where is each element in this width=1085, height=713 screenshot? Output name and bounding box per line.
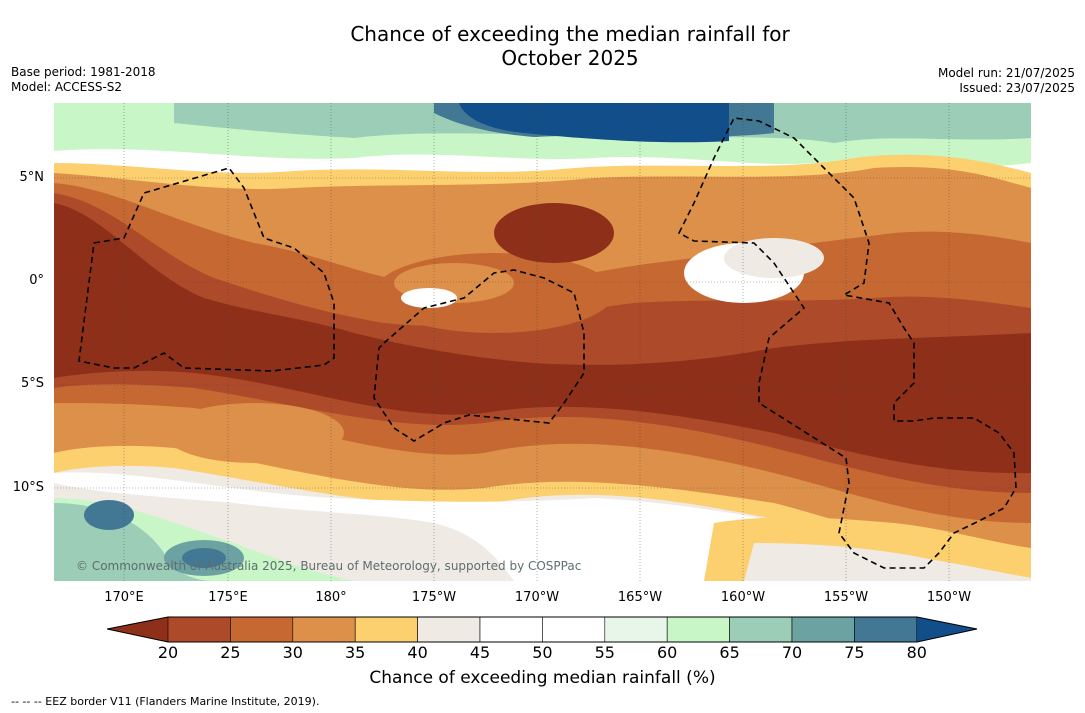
colorbar	[107, 616, 978, 643]
chart-title: Chance of exceeding the median rainfall …	[0, 22, 1085, 70]
lon-label-165w: 165°W	[617, 590, 663, 605]
colorbar-tick-label: 65	[719, 643, 740, 662]
colorbar-tick-label: 50	[532, 643, 553, 662]
colorbar-tick-label: 35	[345, 643, 366, 662]
colorbar-segment	[729, 616, 793, 643]
colorbar-outline	[107, 616, 978, 643]
issued-date: Issued: 23/07/2025	[959, 81, 1075, 95]
colorbar-tick-label: 55	[594, 643, 615, 662]
lon-label-170e: 170°E	[104, 590, 144, 605]
colorbar-over-arrow	[917, 617, 977, 642]
north-dark-core	[494, 203, 614, 263]
colorbar-tick-label: 40	[407, 643, 428, 662]
colorbar-segment	[230, 616, 294, 643]
colorbar-segment	[542, 616, 606, 643]
model-run: Model run: 21/07/2025	[937, 66, 1075, 80]
southeast-neutral	[744, 543, 1031, 581]
darkest-brown-band	[54, 203, 1031, 474]
colorbar-segment	[791, 616, 855, 643]
colorbar-segments	[167, 616, 918, 643]
colorbar-tick-label: 70	[781, 643, 803, 662]
eez-footnote: -- -- -- EEZ border V11 (Flanders Marine…	[11, 695, 320, 708]
east-neutral-patch	[724, 238, 824, 278]
colorbar-tick-label: 75	[844, 643, 865, 662]
colorbar-tick-label: 45	[469, 643, 491, 662]
meta-right: Model run: 21/07/2025 Issued: 23/07/2025	[938, 66, 1075, 96]
colorbar-title: Chance of exceeding median rainfall (%)	[369, 668, 716, 688]
colorbar-tick-label: 20	[157, 643, 179, 662]
colorbar-segment	[604, 616, 668, 643]
lon-label-155w: 155°W	[823, 590, 869, 605]
chart-title-line2: October 2025	[501, 46, 639, 70]
colorbar-segment	[417, 616, 481, 643]
colorbar-tick-label: 80	[906, 643, 927, 662]
south-dark-teal-2	[182, 548, 226, 568]
colorbar-segment	[354, 616, 418, 643]
lat-label-0: 0°	[29, 273, 44, 288]
lon-label-175e: 175°E	[208, 590, 248, 605]
north-blue-patch	[459, 103, 729, 143]
colorbar-tick-label: 60	[657, 643, 678, 662]
south-dark-teal-1	[84, 500, 134, 530]
colorbar-under-arrow	[107, 617, 168, 642]
lon-label-170w: 170°W	[514, 590, 560, 605]
colorbar-segment	[666, 616, 730, 643]
lat-label-5s: 5°S	[20, 376, 44, 391]
south-orange-patch	[164, 403, 344, 463]
grid-lines	[54, 103, 1031, 581]
chart-title-line1: Chance of exceeding the median rainfall …	[350, 22, 790, 46]
colorbar-segment	[167, 616, 231, 643]
central-white-patch	[401, 288, 457, 308]
eez-borders	[78, 117, 1017, 569]
colorbar-segment	[292, 616, 356, 643]
rainfall-map: © Commonwealth of Australia 2025, Bureau…	[54, 103, 1031, 581]
copyright-text: © Commonwealth of Australia 2025, Bureau…	[76, 559, 581, 573]
colorbar-segment	[854, 616, 918, 643]
lon-label-175w: 175°W	[411, 590, 457, 605]
colorbar-segment	[479, 616, 543, 643]
colorbar-tick-label: 30	[282, 643, 303, 662]
lon-label-160w: 160°W	[720, 590, 766, 605]
model-name: Model: ACCESS-S2	[11, 80, 123, 94]
lon-label-180: 180°	[315, 590, 347, 605]
meta-left: Base period: 1981-2018 Model: ACCESS-S2	[11, 65, 156, 95]
lat-label-10s: 10°S	[12, 480, 44, 495]
lon-label-150w: 150°W	[926, 590, 972, 605]
rainfall-map-svg: © Commonwealth of Australia 2025, Bureau…	[54, 103, 1031, 581]
lat-label-5n: 5°N	[19, 170, 45, 185]
colorbar-tick-label: 25	[220, 643, 241, 662]
base-period: Base period: 1981-2018	[11, 65, 156, 79]
